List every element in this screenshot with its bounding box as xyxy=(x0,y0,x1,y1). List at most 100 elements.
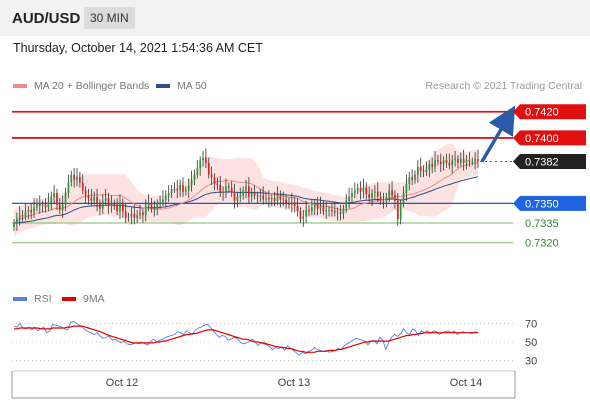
candle xyxy=(250,187,253,203)
candle xyxy=(119,194,121,220)
candle xyxy=(305,200,308,224)
candle xyxy=(437,154,439,166)
candle xyxy=(230,181,233,197)
candle xyxy=(253,185,256,200)
candle xyxy=(336,207,339,221)
candle xyxy=(202,151,204,167)
candle xyxy=(273,191,276,207)
legend-item-9ma: 9MA xyxy=(62,293,105,305)
candle xyxy=(351,187,353,204)
candle xyxy=(474,152,476,170)
legend-swatch-ma50 xyxy=(156,84,170,88)
candle xyxy=(164,190,167,208)
candle xyxy=(414,170,416,184)
candle xyxy=(196,160,199,179)
candle xyxy=(81,174,84,195)
candle xyxy=(56,189,58,210)
legend-swatch-9ma xyxy=(62,297,76,301)
legend-label-ma20: MA 20 + Bollinger Bands xyxy=(34,80,150,92)
rsi-tick-label: 30 xyxy=(525,356,537,368)
candle xyxy=(187,178,190,199)
legend-item-ma20: MA 20 + Bollinger Bands xyxy=(13,80,149,92)
legend-label-rsi: RSI xyxy=(34,293,52,305)
candle xyxy=(328,206,330,217)
level-label: 0.7350 xyxy=(525,198,559,210)
candle xyxy=(76,168,78,187)
candle xyxy=(13,219,15,231)
candle xyxy=(451,154,454,174)
candle xyxy=(179,179,181,197)
candle xyxy=(282,191,285,207)
candle xyxy=(293,196,296,213)
chart-header: AUD/USD 30 MIN xyxy=(0,0,590,36)
copyright-text: Research © 2021 Trading Central xyxy=(425,80,582,92)
legend-swatch-rsi xyxy=(13,297,27,301)
candle xyxy=(121,198,124,218)
candle xyxy=(93,191,96,205)
candle xyxy=(227,182,230,193)
candle xyxy=(150,198,153,213)
symbol-label: AUD/USD xyxy=(12,10,81,27)
level-tag-resistance xyxy=(513,104,586,120)
candle xyxy=(391,181,393,200)
candle xyxy=(216,177,219,191)
candle xyxy=(153,200,156,217)
candle xyxy=(190,170,193,192)
candle xyxy=(73,168,76,188)
candle xyxy=(193,169,196,186)
candle xyxy=(99,199,101,216)
candle xyxy=(142,208,144,224)
candle xyxy=(288,196,290,209)
candle xyxy=(279,190,282,208)
candle xyxy=(27,206,30,220)
candle xyxy=(313,199,316,216)
candle xyxy=(416,160,419,183)
candle xyxy=(477,149,479,169)
candle xyxy=(38,195,41,214)
candle xyxy=(184,186,187,196)
candle xyxy=(242,186,244,200)
candle xyxy=(368,186,371,203)
candle xyxy=(61,195,64,218)
candle xyxy=(248,177,250,204)
candle xyxy=(70,170,73,187)
candle xyxy=(371,189,373,207)
candle xyxy=(462,149,465,171)
candle xyxy=(268,190,270,208)
candle xyxy=(239,187,242,203)
candle xyxy=(265,192,267,204)
candle xyxy=(457,154,459,169)
candle xyxy=(382,192,385,209)
candle xyxy=(379,191,382,205)
candle xyxy=(316,196,319,216)
legend-label-9ma: 9MA xyxy=(83,293,105,305)
level-tag-pivot xyxy=(513,195,586,211)
candle xyxy=(127,212,130,222)
candle xyxy=(173,182,176,193)
candle xyxy=(290,192,293,213)
candle xyxy=(333,202,336,217)
candle xyxy=(262,186,265,205)
candle xyxy=(207,157,210,179)
candle xyxy=(448,153,451,170)
candle xyxy=(90,189,93,207)
rsi-tick-label: 50 xyxy=(525,337,537,349)
candle xyxy=(233,183,236,209)
candle xyxy=(311,199,313,216)
timeframe-badge[interactable]: 30 MIN xyxy=(84,7,135,29)
candle xyxy=(425,161,428,176)
forecast-arrow xyxy=(480,105,516,163)
candle xyxy=(402,186,405,208)
candle xyxy=(130,207,133,225)
candle xyxy=(170,185,173,199)
candle xyxy=(96,189,98,212)
candle xyxy=(67,174,70,199)
candle xyxy=(58,198,61,214)
legend-swatch-ma20 xyxy=(13,84,27,88)
candle xyxy=(442,156,445,171)
candle xyxy=(36,198,38,212)
candle xyxy=(104,189,107,205)
candle xyxy=(445,153,448,169)
candle xyxy=(21,209,24,222)
level-tag-resistance xyxy=(513,130,586,146)
